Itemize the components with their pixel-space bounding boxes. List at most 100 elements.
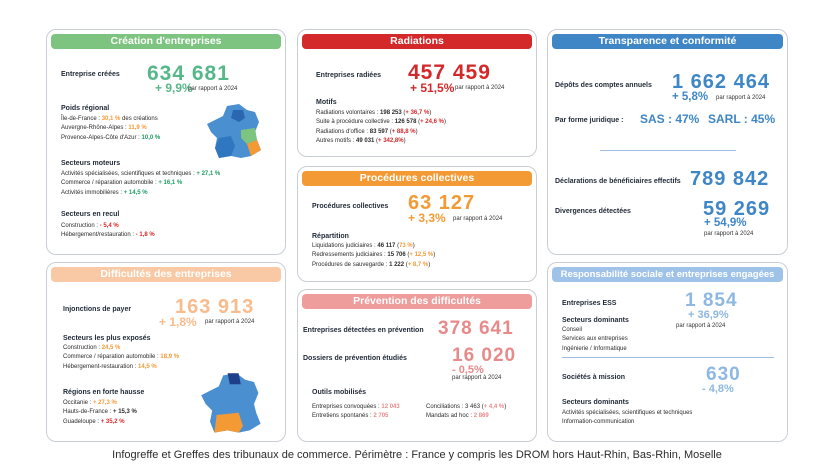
- div-compare: par rapport à 2024: [704, 231, 754, 237]
- rse-card: Responsabilité sociale et entreprises en…: [547, 262, 788, 442]
- tool-item: Entreprises convoquées : 12 043: [312, 404, 400, 410]
- ess-label: Entreprises ESS: [562, 300, 617, 307]
- repartition-title: Répartition: [312, 233, 349, 240]
- div-change: + 54,9%: [704, 217, 747, 229]
- div-label: Divergences détectées: [555, 208, 631, 215]
- creation-card: Création d'entreprises Entreprise créées…: [46, 29, 286, 255]
- procedures-change: + 3,3%: [408, 211, 446, 225]
- tools-left: Entreprises convoquées : 12 043 Entretie…: [312, 403, 400, 422]
- depots-value: 1 662 464: [672, 71, 770, 93]
- radiations-card: Radiations Entreprises radiées 457 459 +…: [297, 29, 537, 157]
- mission-sectors-list: Activités spécialisées, scientifiques et…: [562, 409, 692, 428]
- regional-item: Auvergne-Rhône-Alpes : 11,9 %: [61, 125, 147, 132]
- decline-item: Construction : - 5,4 %: [61, 223, 119, 229]
- forme-label: Par forme juridique :: [555, 117, 624, 124]
- transparence-header: Transparence et conformité: [552, 34, 783, 49]
- rse-header: Responsabilité sociale et entreprises en…: [552, 267, 783, 282]
- repartition-item: Liquidations judiciaires : 46 117 (73 %): [312, 243, 415, 249]
- prevention-header: Prévention des difficultés: [302, 294, 532, 309]
- decline-item: Hébergement/restauration : - 1,8 %: [61, 232, 155, 239]
- procedures-compare: par rapport à 2024: [453, 216, 503, 222]
- exposed-title: Secteurs les plus exposés: [63, 335, 151, 342]
- motif-item: Radiations volontaires : 198 253 (+ 36,7…: [316, 110, 432, 116]
- decline-list: Construction : - 5,4 % Hébergement/resta…: [61, 222, 155, 241]
- driving-item: Activités immobilières : + 14,5 %: [61, 189, 148, 196]
- mission-change: - 4,8%: [702, 383, 734, 395]
- region-item: Guadeloupe : + 35,2 %: [63, 418, 125, 425]
- divider: [600, 150, 736, 151]
- ess-value: 1 854: [685, 290, 738, 311]
- ess-compare: par rapport à 2024: [676, 323, 726, 329]
- creation-header: Création d'entreprises: [51, 34, 281, 49]
- depots-change: + 5,8%: [672, 91, 709, 103]
- france-map-difficultes: [201, 373, 261, 433]
- benef-value: 789 842: [690, 168, 770, 190]
- depots-label: Dépôts des comptes annuels: [555, 82, 652, 89]
- transparence-card: Transparence et conformité Dépôts des co…: [547, 29, 788, 255]
- benef-label: Déclarations de bénéficiaires effectifs: [555, 178, 681, 185]
- regional-item: Île-de-France : 30,1 % des créations: [61, 116, 158, 122]
- radiations-value: 457 459: [408, 61, 491, 84]
- driving-item: Activités spécialisées, scientifiques et…: [61, 171, 221, 177]
- exposed-list: Construction : 24,5 % Commerce / réparat…: [63, 344, 179, 372]
- driving-list: Activités spécialisées, scientifiques et…: [61, 170, 220, 198]
- dossiers-label: Dossiers de prévention étudiés: [303, 355, 407, 362]
- repartition-list: Liquidations judiciaires : 46 117 (73 %)…: [312, 242, 435, 270]
- creation-change: + 9,9%: [155, 81, 193, 95]
- procedures-value: 63 127: [408, 192, 476, 214]
- regional-title: Poids régional: [61, 105, 110, 112]
- regional-item: Provence-Alpes-Côte d'Azur : 10,0 %: [61, 134, 161, 141]
- depots-compare: par rapport à 2024: [716, 95, 766, 101]
- sarl-share: SARL : 45%: [708, 112, 776, 126]
- ess-sector-item: Ingénierie / Informatique: [562, 345, 627, 352]
- motif-item: Radiations d'office : 83 597 (+ 88,8 %): [316, 128, 418, 135]
- ess-sector-item: Conseil: [562, 327, 583, 333]
- radiations-header: Radiations: [302, 34, 532, 49]
- procedures-card: Procédures collectives Procédures collec…: [297, 166, 537, 282]
- mission-sectors-title: Secteurs dominants: [562, 399, 629, 406]
- mission-sector-item: Activités spécialisées, scientifiques et…: [562, 410, 693, 416]
- tool-item: Mandats ad hoc : 2 869: [426, 413, 489, 420]
- repartition-item: Procédures de sauvegarde : 1 222 (+ 8,7 …: [312, 261, 431, 268]
- decline-title: Secteurs en recul: [61, 211, 120, 218]
- mission-value: 630: [706, 364, 741, 385]
- dossiers-compare: par rapport à 2024: [452, 375, 502, 381]
- driving-title: Secteurs moteurs: [61, 160, 121, 167]
- regions-list: Occitanie : + 27,3 % Hauts-de-France : +…: [63, 399, 137, 427]
- motifs-title: Motifs: [316, 99, 337, 106]
- radiations-change: + 51,5%: [410, 81, 455, 95]
- source-caption: Infogreffe et Greffes des tribunaux de c…: [112, 449, 722, 461]
- motif-item: Suite à procédure collective : 126 578 (…: [316, 119, 446, 126]
- regions-title: Régions en forte hausse: [63, 389, 145, 396]
- detect-value: 378 641: [438, 318, 514, 339]
- prevention-card: Prévention des difficultés Entreprises d…: [297, 289, 537, 442]
- region-item: Occitanie : + 27,3 %: [63, 400, 117, 406]
- difficultes-compare: par rapport à 2024: [205, 319, 255, 325]
- dossiers-value: 16 020: [452, 345, 517, 366]
- driving-item: Commerce / réparation automobile : + 16,…: [61, 180, 183, 187]
- mission-sector-item: Information-communication: [562, 419, 635, 426]
- regional-list: Île-de-France : 30,1 % des créations Auv…: [61, 115, 160, 143]
- difficultes-card: Difficultés des entreprises Injonctions …: [46, 262, 286, 442]
- dossiers-change: - 0,5%: [452, 364, 484, 376]
- ess-change: + 36,9%: [688, 309, 729, 321]
- tool-item: Entretiens spontanés : 2 705: [312, 413, 389, 420]
- exposed-item: Construction : 24,5 %: [63, 345, 121, 351]
- tool-item: Conciliations : 3 463 (+ 4,4 %): [426, 404, 507, 410]
- creation-value: 634 681: [147, 62, 230, 85]
- divider: [562, 357, 774, 358]
- motifs-list: Radiations volontaires : 198 253 (+ 36,7…: [316, 109, 446, 147]
- procedures-header: Procédures collectives: [302, 171, 532, 186]
- mission-label: Sociétés à mission: [562, 374, 626, 381]
- sas-share: SAS : 47%: [640, 112, 700, 126]
- difficultes-change: + 1,8%: [159, 315, 197, 329]
- tools-right: Conciliations : 3 463 (+ 4,4 %) Mandats …: [426, 403, 506, 422]
- region-item: Hauts-de-France : + 15,3 %: [63, 409, 137, 416]
- repartition-item: Redressements judiciaires : 15 706 (+ 12…: [312, 252, 436, 259]
- france-map-creation: [207, 104, 261, 158]
- difficultes-header: Difficultés des entreprises: [51, 267, 281, 282]
- ess-sectors-list: Conseil Services aux entreprises Ingénie…: [562, 326, 628, 354]
- ess-sectors-title: Secteurs dominants: [562, 317, 629, 324]
- creation-label: Entreprise créées: [61, 71, 120, 78]
- radiations-compare: par rapport à 2024: [455, 85, 505, 91]
